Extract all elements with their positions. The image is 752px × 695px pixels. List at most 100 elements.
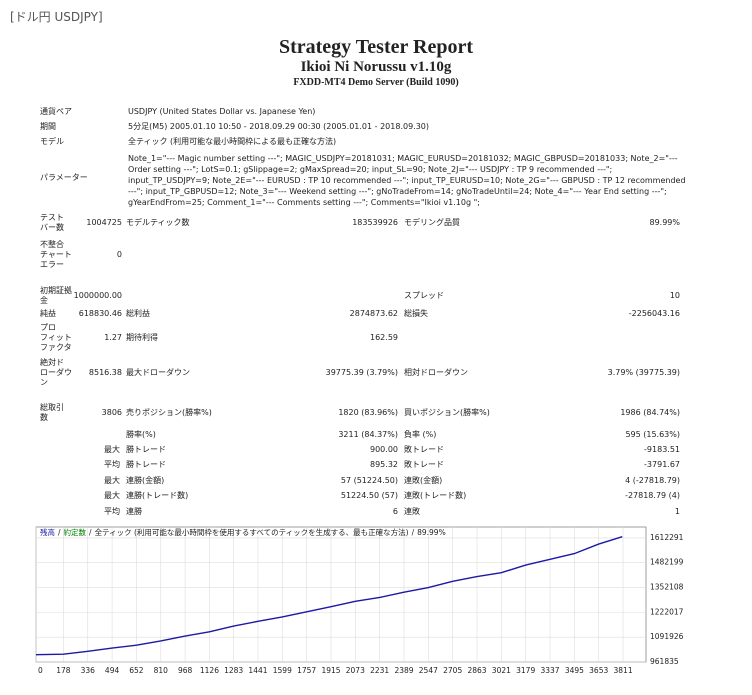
stat-value: 900.00 [370,445,398,454]
stat-value: 183539926 [352,218,398,227]
info-label: パラメーター [40,173,88,182]
stat-label: 総損失 [404,309,428,318]
x-tick-label: 336 [81,666,96,675]
stat-label: 連敗(トレード数) [404,491,467,500]
stat-label: 連勝(金額) [126,476,165,485]
stat-value: 162.59 [370,333,398,342]
title: Strategy Tester Report [278,36,474,58]
y-tick-label: 1612291 [650,533,684,542]
stat-label: 最大ドローダウン [126,368,190,377]
stat-value: 39775.39 (3.79%) [325,368,398,377]
stat-value: 4 (-27818.79) [625,476,680,485]
stat-prefix: 最大 [104,445,120,454]
parameters: Note_1="--- Magic number setting ---"; M… [128,154,686,207]
stat-label: 勝トレード [126,460,166,469]
x-tick-label: 1283 [224,666,243,675]
balance-chart: 961835 1091926 1222017 1352108 1482199 161229… [35,526,684,675]
stat-value: 1986 (84.74%) [620,408,680,417]
stat-value: 10 [669,291,680,300]
stat-label: 連勝 [126,507,142,516]
stat-value: 1 [674,507,680,516]
x-tick-label: 3495 [565,666,584,675]
stat-value: 51224.50 (57) [340,491,398,500]
info-value: 5分足(M5) 2005.01.10 10:50 - 2018.09.29 00… [128,122,430,131]
legend-item: 残高 [40,527,55,537]
x-tick-label: 2863 [467,666,486,675]
legend: 残高 / 約定数 / 全ティック (利用可能な最小時間枠を使用するすべてのティックを生成… [40,527,446,537]
stat-value: 1004725 [86,218,122,227]
stat-value: 1820 (83.96%) [338,408,398,417]
plot-frame [35,526,647,663]
stat-value: -9183.51 [644,445,680,454]
x-tick-label: 1915 [321,666,340,675]
stat-label: 初期証拠 金 [40,286,72,305]
x-tick-label: 3179 [516,666,535,675]
info-label: 期間 [40,122,56,131]
x-tick-label: 3337 [540,666,559,675]
x-tick-label: 3653 [589,666,608,675]
x-tick-label: 1441 [248,666,267,675]
stat-label: 連敗 [404,507,420,516]
x-tick-label: 2073 [346,666,365,675]
stat-value: -27818.79 (4) [625,491,680,500]
legend-item: / [412,528,415,537]
stat-value: 3.79% (39775.39) [607,368,680,377]
stat-value: -3791.67 [644,460,680,469]
x-tick-label: 3811 [614,666,633,675]
y-tick-label: 1482199 [650,558,684,567]
info-value: 全ティック (利用可能な最小時間枠による最も正確な方法) [128,137,337,146]
stat-label: モデルティック数 [126,218,190,227]
stat-label: 敗トレード [404,460,444,469]
server: FXDD-MT4 Demo Server (Build 1090) [293,77,459,88]
x-tick-label: 0 [38,666,43,675]
stat-label: 敗トレード [404,445,444,454]
stat-label: モデリング品質 [404,218,460,227]
stat-value: 89.99% [649,218,680,227]
stat-label: 勝率(%) [126,430,156,439]
legend-item: 全ティック (利用可能な最小時間枠を使用するすべてのティックを生成する、最も正確… [95,527,409,537]
tag: [ドル円 USDJPY] [10,10,103,24]
legend-item: 89.99% [417,528,446,537]
stat-prefix: 平均 [104,507,120,516]
y-tick-label: 1091926 [650,632,684,641]
stat-value: 1.27 [104,333,122,342]
stat-value: 6 [392,507,398,516]
stat-value: 3806 [101,408,122,417]
stat-label: 相対ドローダウン [404,368,468,377]
x-tick-label: 494 [105,666,120,675]
stat-label: テスト バー数 [40,213,64,232]
x-tick-label: 2389 [394,666,413,675]
stat-prefix: 最大 [104,476,120,485]
stat-value: 1000000.00 [73,291,122,300]
stat-label: 不整合 チャート エラー [40,240,72,269]
info-label: 通貨ペア [40,107,72,116]
y-tick-label: 1352108 [650,583,684,592]
stat-value: 595 (15.63%) [625,430,680,439]
x-tick-label: 968 [178,666,193,675]
legend-item: 約定数 [64,527,87,537]
stat-value: 618830.46 [78,309,122,318]
stat-value: 895.32 [370,460,398,469]
x-tick-label: 2705 [443,666,462,675]
y-tick-label: 961835 [650,657,679,666]
stat-label: 連勝(トレード数) [126,491,189,500]
y-tick-label: 1222017 [650,607,684,616]
x-tick-label: 1599 [273,666,292,675]
stat-value: 3211 (84.37%) [338,430,398,439]
balance-line [35,535,623,656]
stat-value: 8516.38 [88,368,122,377]
subtitle: Ikioi Ni Norussu v1.10g [300,59,452,75]
stat-prefix: 最大 [104,491,120,500]
x-tick-label: 810 [154,666,169,675]
stat-label: 絶対ド ローダウ ン [40,358,72,387]
stat-value: -2256043.16 [628,309,680,318]
stat-value: 57 (51224.50) [340,476,398,485]
info-label: モデル [40,137,64,146]
info-value: USDJPY (United States Dollar vs. Japanes… [128,107,316,116]
x-tick-label: 1126 [200,666,219,675]
stat-prefix: 平均 [104,460,120,469]
x-tick-label: 652 [129,666,144,675]
legend-item: / [89,528,92,537]
x-tick-label: 178 [56,666,71,675]
